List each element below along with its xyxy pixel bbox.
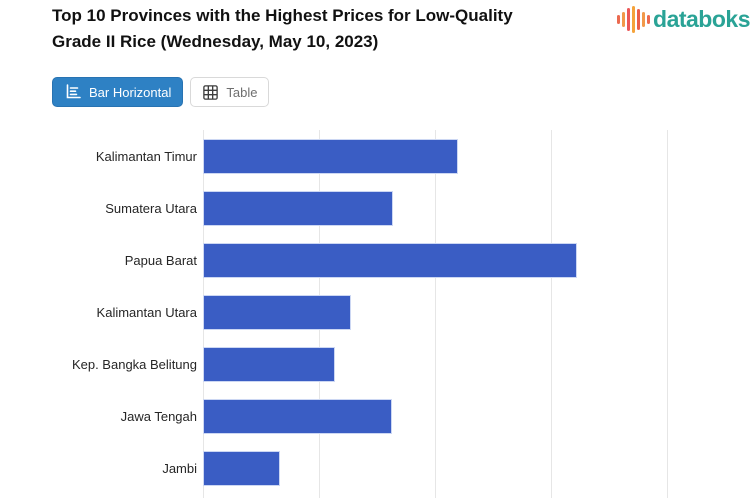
brand-name: databoks (653, 5, 750, 32)
bar-row: Jambi (0, 442, 753, 494)
bar-row: Kalimantan Utara (0, 286, 753, 338)
bar-horizontal-icon (64, 83, 82, 101)
bar-row: Sumatera Utara (0, 182, 753, 234)
category-label: Jawa Tengah (120, 408, 197, 424)
bar-horizontal-button[interactable]: Bar Horizontal (52, 77, 184, 107)
bar[interactable] (203, 139, 458, 174)
table-button[interactable]: Table (190, 77, 270, 107)
category-label: Papua Barat (124, 252, 197, 268)
category-label: Kalimantan Timur (95, 148, 197, 164)
category-label: Sumatera Utara (105, 200, 197, 216)
table-icon (202, 84, 219, 101)
bar[interactable] (203, 243, 577, 278)
bar-row: Kalimantan Timur (0, 130, 753, 182)
gridline (551, 130, 552, 498)
category-label: Kep. Bangka Belitung (71, 356, 197, 372)
bar[interactable] (203, 399, 392, 434)
view-toggle-group: Bar Horizontal Table (52, 77, 270, 107)
category-label: Kalimantan Utara (96, 304, 197, 320)
bar-row: Jawa Tengah (0, 390, 753, 442)
bar[interactable] (203, 191, 393, 226)
gridline (435, 130, 436, 498)
table-label: Table (226, 84, 258, 100)
databoks-logo[interactable]: databoks (617, 4, 750, 34)
category-label: Jambi (162, 460, 197, 476)
bar-chart: Kalimantan Timur Sumatera Utara Papua Bara… (0, 130, 753, 498)
bar[interactable] (203, 451, 280, 486)
page-title: Top 10 Provinces with the Highest Prices… (52, 6, 513, 51)
bar-row: Kep. Bangka Belitung (0, 338, 753, 390)
bar-row: Papua Barat (0, 234, 753, 286)
databoks-bars-icon (617, 4, 651, 34)
bar-horizontal-label: Bar Horizontal (89, 84, 172, 100)
bar[interactable] (203, 295, 351, 330)
gridline (667, 130, 668, 498)
bar[interactable] (203, 347, 335, 382)
